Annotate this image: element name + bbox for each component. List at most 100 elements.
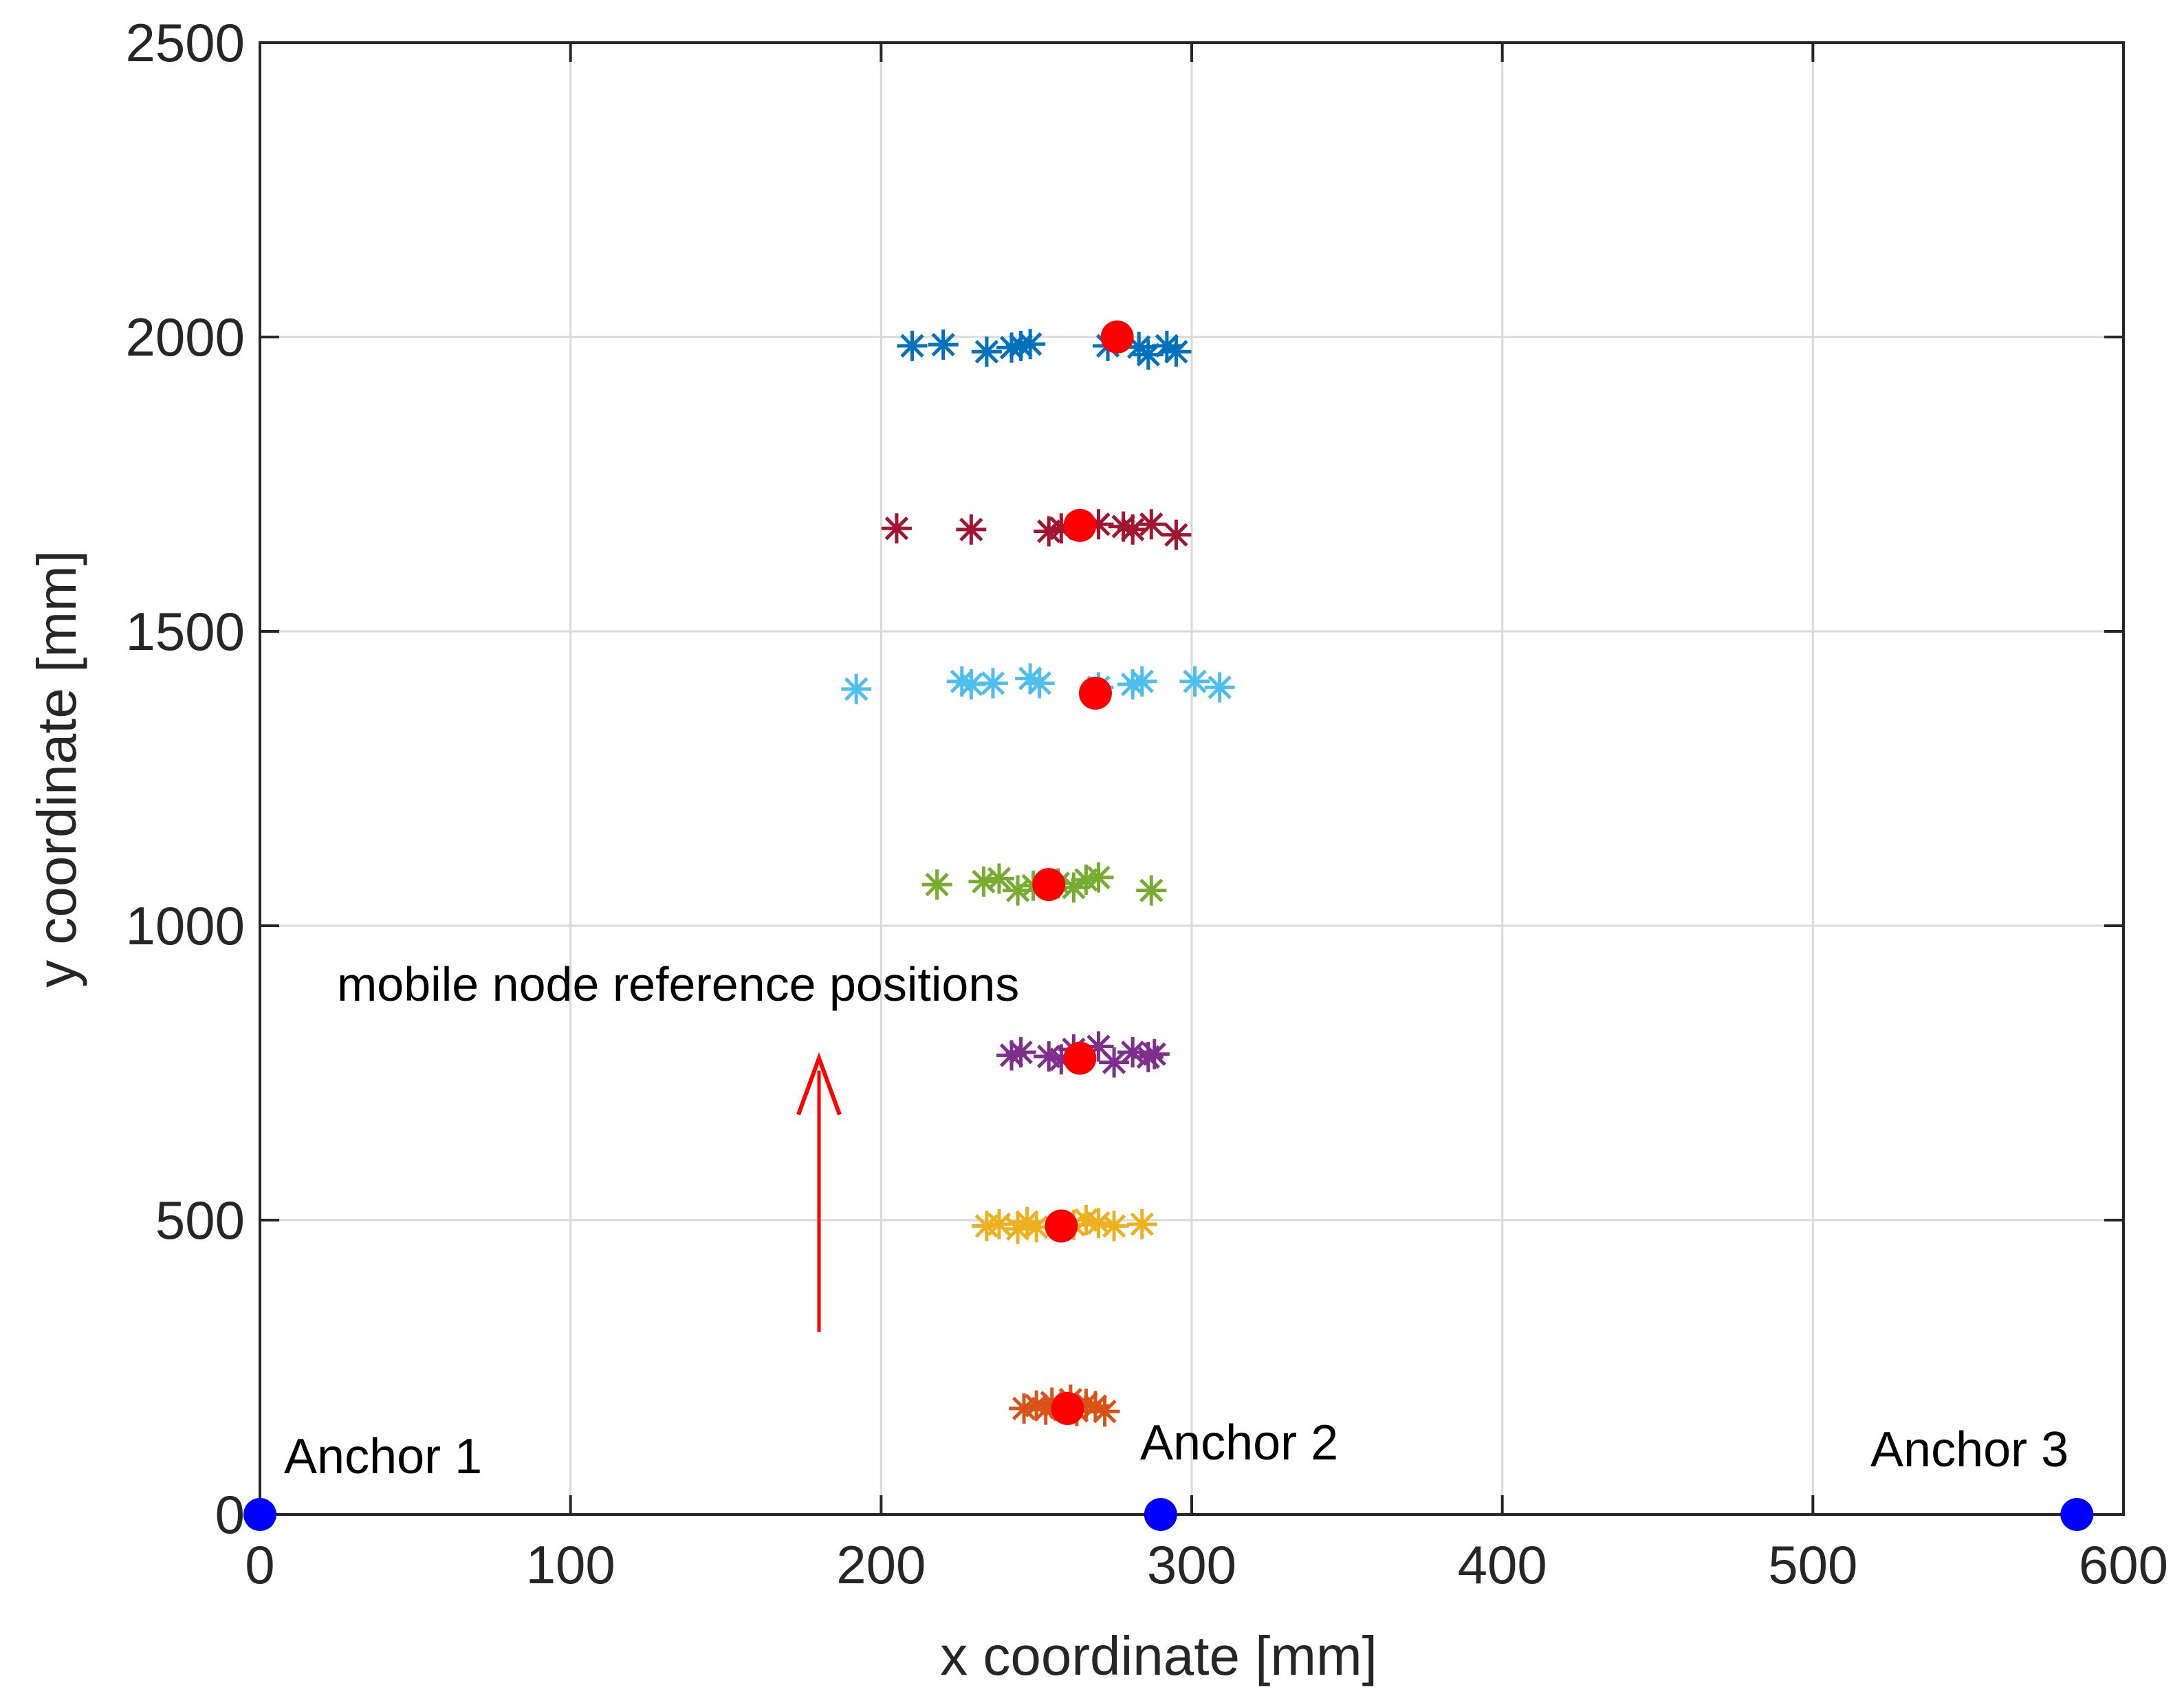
measurement-point — [1089, 1396, 1120, 1427]
y-tick-label: 2000 — [125, 307, 245, 367]
y-tick-label: 2500 — [125, 12, 245, 73]
y-tick-label: 1000 — [125, 895, 245, 956]
measurement-point — [1139, 1039, 1170, 1069]
measurement-point — [1034, 1041, 1064, 1072]
anchor-2-marker — [1144, 1498, 1177, 1531]
x-tick-label: 100 — [526, 1534, 615, 1595]
measurement-point — [1083, 1208, 1114, 1239]
measurement-point — [1034, 516, 1064, 547]
measurement-point — [968, 866, 999, 897]
measurement-point — [1117, 514, 1148, 545]
measurement-point — [897, 330, 928, 361]
measurement-point — [1024, 668, 1055, 699]
measurement-point — [1099, 1210, 1130, 1241]
measurement-point — [1036, 1387, 1067, 1418]
measurement-point — [1117, 1037, 1148, 1068]
x-tick-label: 400 — [1458, 1534, 1547, 1595]
measurement-point — [1046, 1044, 1077, 1075]
measurement-point — [1099, 1047, 1130, 1078]
x-tick-label: 0 — [245, 1534, 274, 1595]
x-tick-labels: 0 100 200 300 400 500 600 — [245, 1534, 2168, 1595]
y-tick-label: 0 — [215, 1484, 245, 1545]
reference-point — [1045, 1209, 1078, 1243]
reference-positions — [1032, 321, 1134, 1425]
reference-point — [1063, 508, 1097, 542]
reference-point — [1032, 868, 1066, 902]
x-tick-label: 500 — [1768, 1534, 1857, 1595]
measurement-point — [1117, 669, 1148, 700]
y-tick-labels: 0 500 1000 1500 2000 2500 — [125, 12, 245, 1545]
x-tick-label: 200 — [836, 1534, 926, 1595]
measurement-point — [1071, 865, 1102, 895]
anchor-3-label: Anchor 3 — [1870, 1422, 2068, 1477]
measurement-point — [1133, 339, 1164, 370]
y-tick-label: 1500 — [125, 601, 245, 662]
reference-point — [1100, 321, 1134, 354]
series-4 — [921, 862, 1167, 906]
measurement-point — [983, 863, 1014, 894]
measurement-point — [841, 673, 872, 704]
x-tick-label: 300 — [1147, 1534, 1236, 1595]
measurement-point — [1080, 1391, 1111, 1422]
direction-arrow — [796, 1052, 842, 1332]
measurement-point — [1083, 1031, 1114, 1062]
measurement-point — [1179, 666, 1210, 697]
measurement-point — [1012, 1206, 1042, 1237]
measurement-point — [928, 329, 959, 360]
measurement-point — [971, 336, 1002, 367]
measurement-point — [1015, 663, 1046, 694]
reference-point — [1078, 676, 1112, 710]
measurement-point — [1021, 1390, 1052, 1421]
measurement-point — [1108, 511, 1139, 542]
measurement-point — [881, 513, 912, 544]
measurement-point — [971, 1210, 1002, 1241]
arrow-head — [796, 1052, 842, 1116]
measurement-point — [996, 332, 1027, 363]
measurement-point — [1071, 1389, 1102, 1420]
measurement-point — [1021, 1212, 1052, 1243]
measurement-point — [1126, 666, 1157, 697]
measurement-point — [1161, 519, 1192, 550]
annotation-reference-label: mobile node reference positions — [337, 957, 1019, 1011]
x-axis-title: x coordinate [mm] — [940, 1625, 1377, 1686]
x-tick-label: 600 — [2079, 1534, 2168, 1595]
reference-point — [1063, 1041, 1097, 1075]
series-7 — [897, 329, 1192, 370]
measurement-point — [1003, 875, 1034, 906]
measurement-point — [1151, 330, 1182, 361]
measurement-point — [1046, 513, 1077, 544]
reference-point — [1051, 1391, 1084, 1425]
measurement-point — [1161, 336, 1192, 367]
measurement-point — [956, 669, 987, 700]
measurement-point — [1136, 509, 1167, 540]
measurement-point — [1133, 1041, 1164, 1072]
measurement-point — [956, 514, 987, 545]
measurement-point — [1083, 862, 1114, 893]
anchor-markers — [243, 1498, 2094, 1531]
measurement-point — [1083, 509, 1114, 540]
y-tick-label: 500 — [155, 1190, 245, 1250]
measurement-point — [1204, 672, 1235, 703]
measurement-point — [1005, 330, 1036, 361]
y-axis-title: y coordinate [mm] — [26, 550, 87, 988]
series-6 — [881, 509, 1192, 550]
measurement-point — [1136, 875, 1167, 906]
anchor-1-marker — [243, 1498, 276, 1531]
anchor-3-marker — [2060, 1498, 2094, 1531]
measurement-point — [1005, 1037, 1036, 1068]
measurement-point — [1058, 872, 1089, 903]
measurement-point — [1126, 1208, 1157, 1239]
measurement-point — [996, 1040, 1027, 1071]
grid-lines — [260, 43, 2123, 1514]
series-2 — [971, 1205, 1157, 1244]
anchor-1-label: Anchor 1 — [284, 1429, 482, 1484]
measurement-point — [983, 1208, 1014, 1239]
measurement-point — [921, 869, 952, 900]
anchor-2-label: Anchor 2 — [1140, 1415, 1338, 1470]
measurement-point — [1015, 329, 1046, 360]
measurement-point — [1071, 1205, 1102, 1235]
measurement-point — [977, 668, 1008, 699]
measurement-point — [946, 666, 977, 697]
